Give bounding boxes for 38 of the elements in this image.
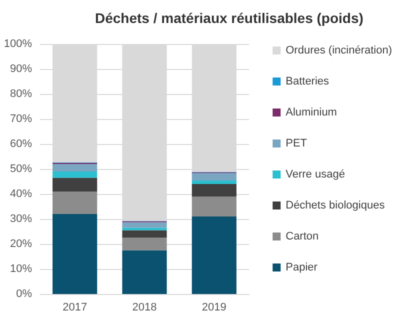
bar [192, 184, 236, 196]
y-tick-label: 30% [10, 213, 32, 225]
bar [192, 216, 236, 294]
bar [52, 192, 98, 214]
bar [122, 230, 167, 238]
legend-label: Papier [286, 262, 318, 274]
bar [52, 178, 98, 192]
bar [52, 214, 98, 294]
bar [192, 180, 236, 184]
y-tick-label: 50% [10, 163, 32, 175]
y-tick-label: 60% [10, 138, 32, 150]
legend-label: Carton [286, 230, 319, 242]
bar [52, 164, 98, 172]
legend-label: Verre usagé [286, 168, 345, 180]
bar [122, 222, 167, 228]
y-tick-label: 0% [16, 288, 32, 300]
chart-title: Déchets / matériaux réutilisables (poids) [95, 10, 364, 26]
y-tick-label: 100% [4, 38, 32, 50]
bar [192, 173, 236, 180]
bar [122, 238, 167, 250]
legend-label: Ordures (incinération) [286, 44, 392, 56]
x-tick-label: 2018 [132, 302, 157, 314]
y-tick-label: 40% [10, 188, 32, 200]
y-tick-label: 90% [10, 63, 32, 75]
legend-label: PET [286, 138, 308, 150]
bar [122, 228, 167, 230]
y-tick-label: 70% [10, 113, 32, 125]
x-tick-label: 2017 [62, 302, 88, 314]
bar [52, 172, 98, 178]
bar [122, 250, 167, 294]
y-tick-label: 10% [10, 263, 32, 275]
bar [192, 196, 236, 216]
x-tick-label: 2019 [202, 302, 226, 314]
legend-label: Aluminium [286, 106, 337, 118]
legend-label: Déchets biologiques [286, 200, 386, 212]
y-tick-label: 20% [10, 238, 32, 250]
legend-label: Batteries [286, 76, 330, 88]
y-tick-label: 80% [10, 88, 32, 100]
